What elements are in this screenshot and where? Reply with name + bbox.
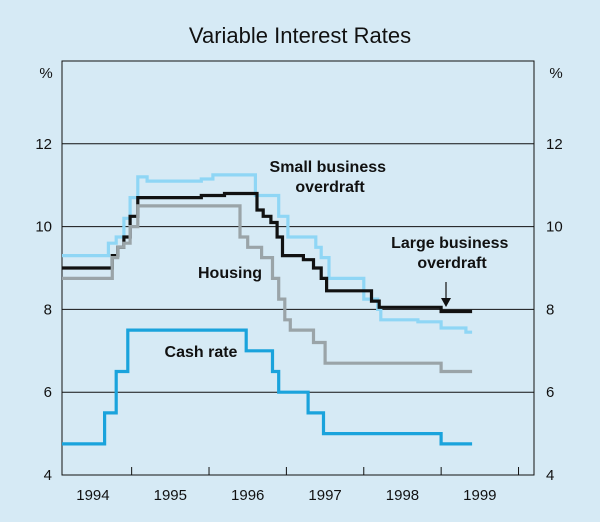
y-tick-label-right-12: 12 — [546, 136, 563, 153]
y-tick-label-right-4: 4 — [546, 467, 554, 484]
x-tick-label-1999: 1999 — [463, 487, 496, 504]
x-tick-label-1996: 1996 — [231, 487, 264, 504]
label-cash-rate: Cash rate — [165, 344, 238, 361]
label-large-business-line-1: Large business — [391, 235, 508, 252]
x-tick-label-1997: 1997 — [308, 487, 341, 504]
arrow-large-business — [441, 282, 451, 307]
label-small-business-overdraft: Small business overdraft — [270, 159, 391, 196]
series-line-small-business-overdraft — [62, 173, 473, 334]
y-tick-label-left-4: 4 — [44, 467, 52, 484]
label-small-business-line-1: Small business — [270, 159, 387, 176]
y-tick-label-left-8: 8 — [44, 301, 52, 318]
y-tick-label-right-10: 10 — [546, 219, 563, 236]
y-tick-label-right-8: 8 — [546, 301, 554, 318]
y-tick-label-left-6: 6 — [44, 384, 52, 401]
label-small-business-line-2: overdraft — [295, 179, 365, 196]
y-tick-label-right-6: 6 — [546, 384, 554, 401]
y-tick-label-left-10: 10 — [35, 219, 52, 236]
y-tick-label-left-12: 12 — [35, 136, 52, 153]
gridlines — [62, 143, 534, 393]
x-tick-label-1994: 1994 — [76, 487, 109, 504]
axis-ticks: 4 4 6 6 8 8 10 10 12 12 1994 1995 1996 1997 1998 1999 — [35, 136, 562, 504]
series-line-housing — [62, 204, 473, 374]
label-large-business-line-2: overdraft — [417, 255, 487, 272]
label-housing: Housing — [198, 265, 262, 282]
series-line-cash-rate — [62, 328, 473, 446]
y-axis-unit-right: % — [549, 65, 562, 82]
y-axis-unit-left: % — [39, 65, 52, 82]
label-large-business-overdraft: Large business overdraft — [391, 235, 513, 272]
chart-title: Variable Interest Rates — [189, 23, 411, 48]
series-lines — [62, 173, 473, 446]
x-tick-label-1998: 1998 — [386, 487, 419, 504]
x-tick-label-1995: 1995 — [154, 487, 187, 504]
